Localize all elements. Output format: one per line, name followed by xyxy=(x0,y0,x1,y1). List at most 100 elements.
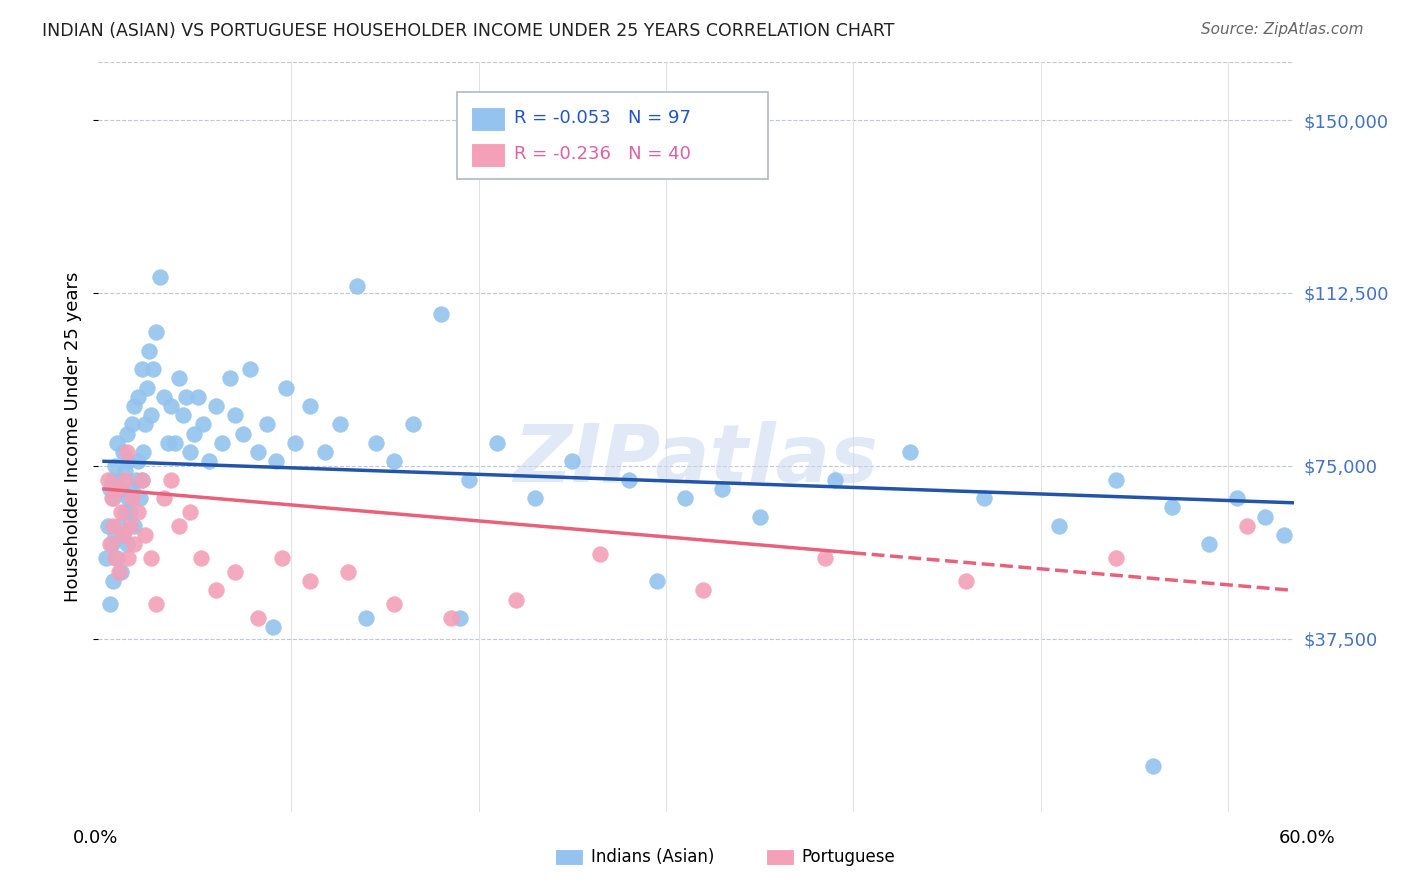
Point xyxy=(364,435,387,450)
Point xyxy=(121,491,143,505)
Point xyxy=(111,528,134,542)
Point xyxy=(139,408,162,422)
Point xyxy=(115,445,138,459)
Point xyxy=(117,551,139,566)
Point xyxy=(673,491,696,505)
Point xyxy=(246,611,269,625)
Point xyxy=(356,611,378,625)
Point xyxy=(114,505,136,519)
Point xyxy=(224,565,246,579)
Point xyxy=(139,551,162,566)
Point xyxy=(145,597,167,611)
Point xyxy=(589,547,612,561)
Point xyxy=(103,491,125,505)
Point xyxy=(110,505,132,519)
Point xyxy=(205,399,228,413)
Point xyxy=(122,519,145,533)
FancyBboxPatch shape xyxy=(471,144,505,168)
Point xyxy=(211,435,233,450)
Point xyxy=(142,362,165,376)
Point xyxy=(346,279,368,293)
Point xyxy=(176,390,198,404)
Point xyxy=(160,473,183,487)
Point xyxy=(824,473,846,487)
Point xyxy=(486,435,509,450)
Point xyxy=(97,473,120,487)
Point xyxy=(120,519,142,533)
FancyBboxPatch shape xyxy=(457,93,768,178)
Text: INDIAN (ASIAN) VS PORTUGUESE HOUSEHOLDER INCOME UNDER 25 YEARS CORRELATION CHART: INDIAN (ASIAN) VS PORTUGUESE HOUSEHOLDER… xyxy=(42,22,894,40)
Point xyxy=(115,426,138,441)
Y-axis label: Householder Income Under 25 years: Householder Income Under 25 years xyxy=(65,272,83,602)
Point xyxy=(167,519,190,533)
Point xyxy=(97,519,120,533)
Point xyxy=(110,565,132,579)
Point xyxy=(132,445,155,459)
Text: 0.0%: 0.0% xyxy=(73,829,118,847)
Point xyxy=(127,390,149,404)
Point xyxy=(105,482,128,496)
Point xyxy=(1142,758,1164,772)
Point xyxy=(1104,551,1126,566)
Point xyxy=(149,269,172,284)
Text: Source: ZipAtlas.com: Source: ZipAtlas.com xyxy=(1201,22,1364,37)
Point xyxy=(115,537,138,551)
Text: 60.0%: 60.0% xyxy=(1279,829,1336,847)
Point xyxy=(198,454,221,468)
Text: R = -0.053   N = 97: R = -0.053 N = 97 xyxy=(515,109,692,127)
Point xyxy=(131,362,153,376)
Point xyxy=(120,505,142,519)
FancyBboxPatch shape xyxy=(471,107,505,131)
Point xyxy=(271,551,294,566)
Point xyxy=(111,445,134,459)
Text: Indians (Asian): Indians (Asian) xyxy=(591,848,714,866)
Point xyxy=(898,445,921,459)
Point xyxy=(711,482,734,496)
Point xyxy=(108,473,131,487)
Point xyxy=(117,491,139,505)
Point xyxy=(122,537,145,551)
Point xyxy=(299,574,322,589)
Point xyxy=(153,491,176,505)
Point xyxy=(1226,491,1249,505)
Point xyxy=(205,583,228,598)
Point xyxy=(449,611,471,625)
Point xyxy=(103,574,125,589)
Point xyxy=(108,519,131,533)
Point xyxy=(105,435,128,450)
Point xyxy=(1047,519,1070,533)
Point xyxy=(105,551,128,566)
Point xyxy=(256,417,278,432)
Point xyxy=(145,325,167,339)
Point xyxy=(179,505,201,519)
Point xyxy=(131,473,153,487)
Point xyxy=(104,458,127,473)
Point xyxy=(246,445,269,459)
Point xyxy=(122,399,145,413)
Point xyxy=(1254,509,1277,524)
Point xyxy=(114,463,136,477)
Point xyxy=(165,435,187,450)
Point xyxy=(617,473,640,487)
Point xyxy=(262,620,284,634)
Point xyxy=(110,482,132,496)
Point xyxy=(108,565,131,579)
Point xyxy=(111,528,134,542)
Point xyxy=(193,417,215,432)
Point xyxy=(183,426,205,441)
Point xyxy=(1272,528,1295,542)
Point xyxy=(274,380,297,394)
Point xyxy=(329,417,352,432)
Point xyxy=(94,551,117,566)
Point xyxy=(299,399,322,413)
Point xyxy=(523,491,546,505)
Point xyxy=(439,611,461,625)
Point xyxy=(561,454,583,468)
Point xyxy=(104,528,127,542)
Point xyxy=(131,473,153,487)
Point xyxy=(239,362,262,376)
Point xyxy=(138,343,160,358)
Point xyxy=(505,592,527,607)
Point xyxy=(167,371,190,385)
Point xyxy=(973,491,995,505)
